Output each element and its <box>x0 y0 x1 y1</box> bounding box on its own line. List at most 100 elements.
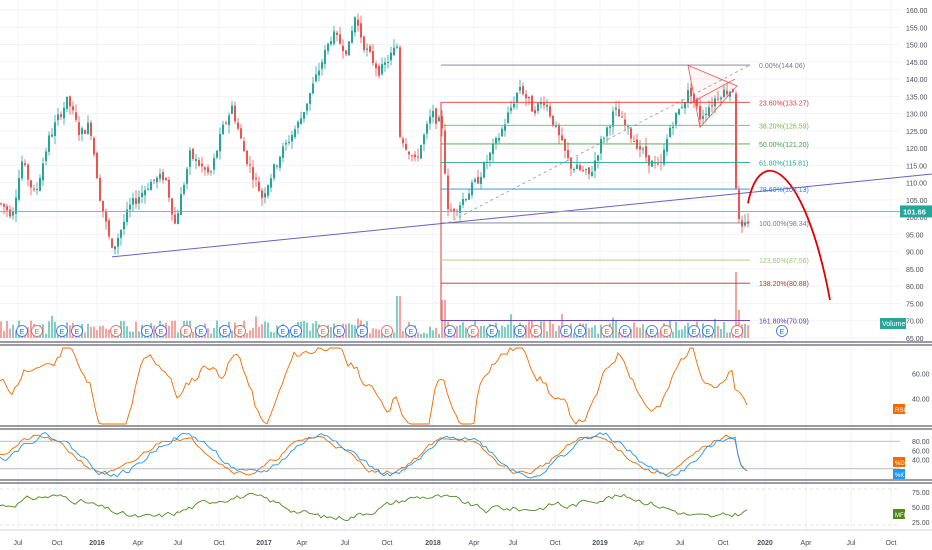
volume-bar <box>9 328 11 338</box>
last-price-badge <box>900 205 932 218</box>
volume-bar <box>267 322 269 338</box>
volume-bar <box>630 328 632 338</box>
volume-bar <box>108 329 110 338</box>
candle-body <box>483 162 485 178</box>
candle-body <box>153 179 155 181</box>
candle-body <box>246 150 248 165</box>
candle-body <box>327 43 329 51</box>
volume-bar <box>513 324 515 338</box>
volume-bar <box>255 316 257 338</box>
last-price-label: 101.66 <box>903 207 926 216</box>
earnings-marker <box>277 325 289 337</box>
earnings-marker <box>71 325 83 337</box>
pane-tick: 80.00 <box>912 439 930 446</box>
trend-line <box>111 173 932 258</box>
candle-body <box>156 177 158 183</box>
candle-body <box>561 135 563 141</box>
candle-body <box>672 126 674 129</box>
candle-body <box>201 163 203 167</box>
candle-body <box>84 130 86 134</box>
earnings-marker-label: E <box>321 329 326 336</box>
x-tick: Apr <box>801 540 813 547</box>
volume-bar <box>498 329 500 338</box>
volume-bar <box>129 331 131 338</box>
x-tick: Oct <box>886 540 897 547</box>
volume-bar <box>393 332 395 338</box>
volume-bar <box>126 326 128 338</box>
volume-bar <box>618 332 620 338</box>
candle-body <box>720 97 722 100</box>
candle-body <box>411 155 413 157</box>
grid <box>0 0 932 531</box>
candle-body <box>255 177 257 180</box>
volume-bar <box>396 296 398 338</box>
x-tick: Apr <box>297 540 309 547</box>
candle-body <box>219 133 221 152</box>
candle-body <box>681 107 683 109</box>
candle-body <box>528 96 530 99</box>
earnings-marker-label: E <box>159 329 164 336</box>
candle-body <box>477 176 479 184</box>
candle-body <box>87 122 89 134</box>
indicator-line <box>0 492 748 521</box>
candle-body <box>366 48 368 50</box>
earnings-marker <box>155 325 167 337</box>
earnings-marker-label: E <box>605 329 610 336</box>
candle-body <box>723 89 725 98</box>
candle-body <box>309 93 311 104</box>
candle-body <box>423 134 425 145</box>
volume-bar <box>459 324 461 338</box>
volume-bar <box>51 315 53 338</box>
indicator-line <box>0 347 748 425</box>
earnings-marker-label: E <box>692 329 697 336</box>
candle-body <box>684 101 686 109</box>
volume-bar <box>306 322 308 338</box>
candle-body <box>735 93 737 189</box>
earnings-marker-label: E <box>534 329 539 336</box>
volume-bar <box>687 322 689 338</box>
candle-body <box>468 193 470 200</box>
volume-bar <box>711 333 713 338</box>
pane-tick: 50.00 <box>912 505 930 512</box>
candle-body <box>450 209 452 211</box>
volume-bar <box>645 330 647 338</box>
price-tick: 65.00 <box>906 336 924 343</box>
pane-tick: 75.00 <box>912 490 930 497</box>
candle-body <box>267 185 269 196</box>
candle-body <box>603 138 605 140</box>
candle-body <box>204 167 206 170</box>
volume-bar <box>102 325 104 338</box>
candle-body <box>705 113 707 115</box>
earnings-marker <box>16 325 28 337</box>
price-tick: 120.00 <box>906 146 928 153</box>
volume-bar <box>417 332 419 338</box>
earnings-marker-label: E <box>735 329 740 336</box>
wedge-pattern <box>687 64 738 129</box>
candle-body <box>231 105 233 114</box>
fib-label: 161.80%(70.09) <box>759 318 809 325</box>
candle-body <box>150 181 152 191</box>
candle-body <box>618 109 620 117</box>
earnings-marker <box>731 325 743 337</box>
candle-body <box>315 74 317 82</box>
price-tick: 70.00 <box>906 319 924 326</box>
earnings-marker-label: E <box>448 329 453 336</box>
earnings-marker-label: E <box>114 329 119 336</box>
x-tick: Oct <box>214 540 225 547</box>
candle-body <box>465 199 467 201</box>
volume-bar <box>597 333 599 338</box>
volume-bar <box>426 333 428 338</box>
candle-body <box>621 116 623 118</box>
candle-body <box>36 188 38 190</box>
candle-body <box>708 107 710 116</box>
candle-body <box>3 203 5 207</box>
candle-body <box>543 103 545 106</box>
indicator-line <box>0 431 748 479</box>
earnings-marker-label: E <box>385 329 390 336</box>
volume-bar <box>681 329 683 338</box>
candle-body <box>249 164 251 166</box>
candle-body <box>240 128 242 139</box>
candle-body <box>639 146 641 150</box>
earnings-marker <box>333 325 345 337</box>
indicator-label: RSI <box>895 408 905 414</box>
